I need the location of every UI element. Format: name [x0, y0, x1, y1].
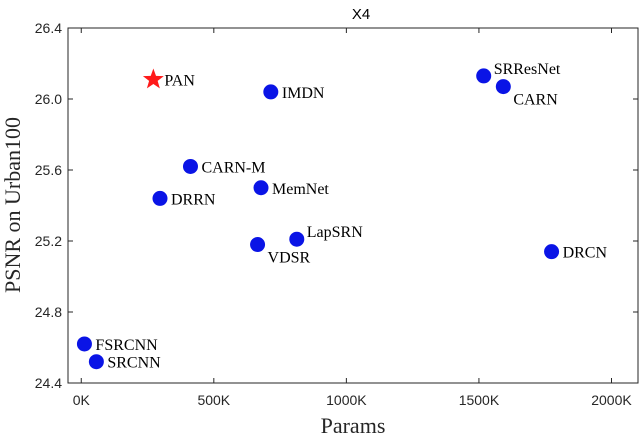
point-pan-star	[142, 68, 164, 89]
point-label-carn: CARN	[513, 92, 558, 109]
point-imdn	[263, 84, 279, 100]
point-drcn	[544, 244, 560, 260]
y-tick-label: 25.6	[35, 162, 62, 178]
point-srresnet	[476, 68, 492, 84]
point-carn-m	[182, 158, 198, 174]
point-label-srresnet: SRResNet	[494, 61, 561, 78]
point-label-imdn: IMDN	[282, 85, 325, 102]
point-drrn	[152, 190, 168, 206]
point-label-drrn: DRRN	[171, 191, 216, 208]
x-tick-label: 0K	[73, 392, 91, 408]
x-axis-title: Params	[321, 413, 386, 437]
point-label-pan: PAN	[164, 72, 195, 89]
point-label-carn-m: CARN-M	[201, 159, 265, 176]
point-vdsr	[250, 237, 266, 253]
y-tick-label: 24.4	[35, 375, 62, 391]
x-tick-label: 1500K	[459, 392, 500, 408]
y-tick-label: 26.0	[35, 91, 62, 107]
chart-title: X4	[352, 6, 370, 23]
x-tick-label: 500K	[197, 392, 230, 408]
y-tick-label: 25.2	[35, 233, 62, 249]
point-label-lapsrn: LapSRN	[307, 224, 363, 241]
x-axis: 0K 500K 1000K 1500K 2000K	[73, 28, 632, 408]
y-tick-label: 26.4	[35, 20, 62, 36]
point-label-memnet: MemNet	[272, 181, 329, 198]
x-tick-label: 2000K	[591, 392, 632, 408]
point-lapsrn	[289, 231, 305, 247]
plot-area-frame	[67, 27, 639, 384]
point-label-drcn: DRCN	[563, 245, 608, 262]
point-label-vdsr: VDSR	[268, 250, 311, 267]
point-srcnn	[88, 354, 104, 370]
point-memnet	[253, 180, 269, 196]
point-label-srcnn: SRCNN	[107, 355, 161, 372]
y-tick-label: 24.8	[35, 304, 62, 320]
point-label-fsrcnn: FSRCNN	[95, 337, 158, 354]
point-fsrcnn	[76, 336, 92, 352]
point-carn	[495, 79, 511, 95]
y-axis: 24.4 24.8 25.2 25.6 26.0 26.4	[35, 20, 638, 391]
data-points: PAN IMDN SRResNet CARN CARN-M MemNet DRRN LapSR…	[76, 61, 608, 372]
x-tick-label: 1000K	[326, 392, 367, 408]
y-axis-title: PSNR on Urban100	[0, 117, 25, 293]
